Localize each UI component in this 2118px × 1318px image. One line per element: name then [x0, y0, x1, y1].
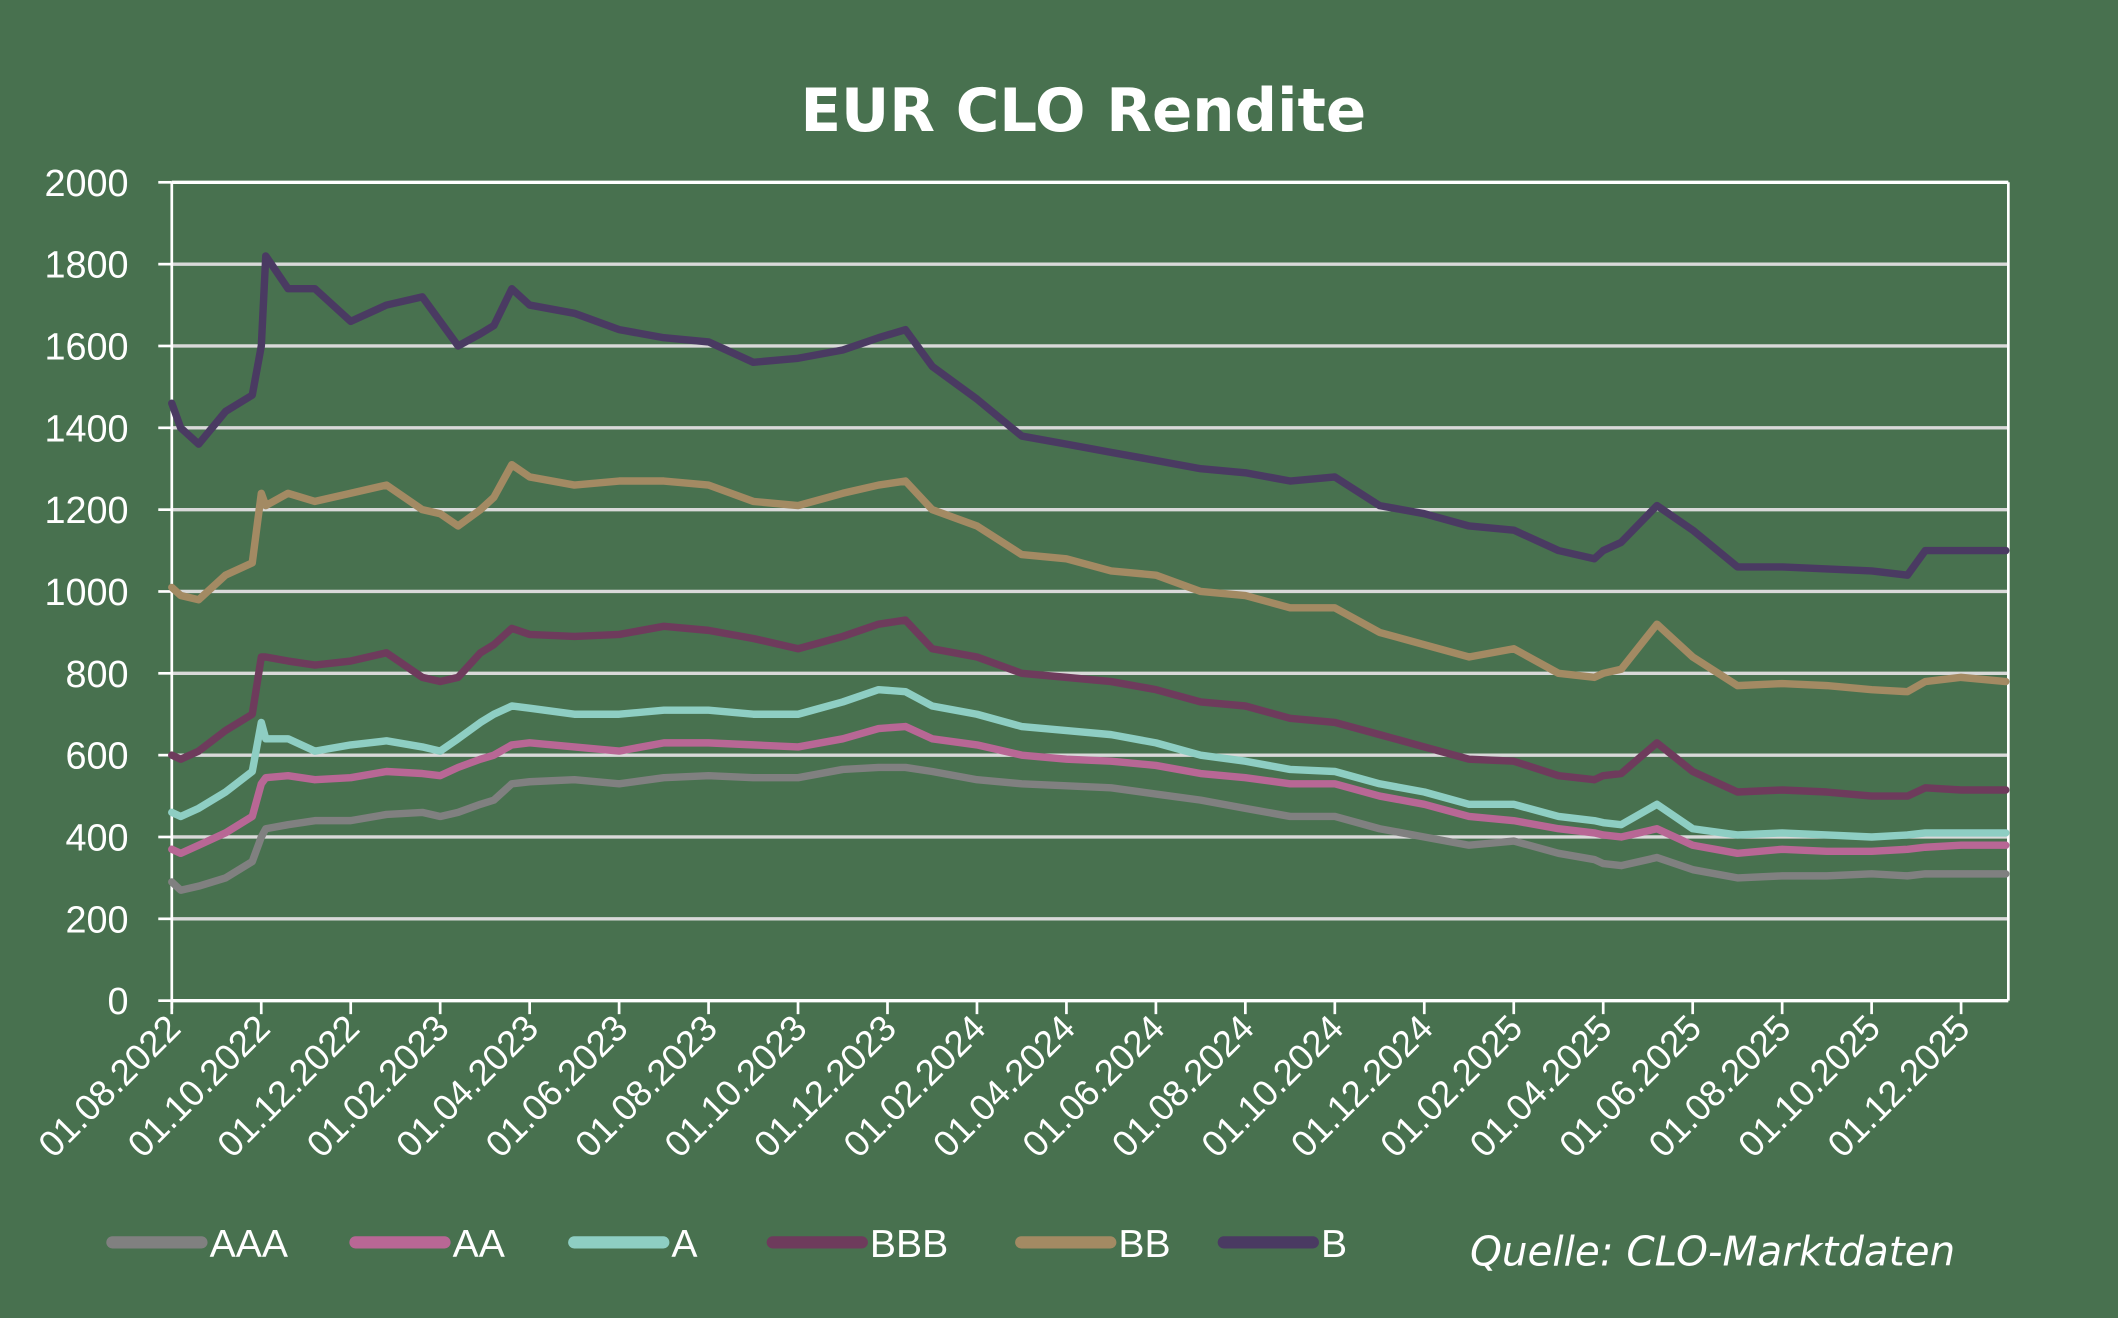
series-line-b [168, 252, 2010, 579]
series-line-a [168, 685, 2010, 841]
y-tick-label: 1600 [44, 326, 128, 368]
y-tick-label: 2000 [44, 163, 128, 205]
series-line-aaa [168, 763, 2010, 894]
legend-item-a: A [568, 1223, 698, 1266]
y-tick-label: 1000 [44, 572, 128, 614]
source-note: Quelle: CLO-Marktdaten [1470, 1227, 1955, 1275]
legend-item-aa: AA [349, 1223, 506, 1266]
legend-label: A [671, 1223, 698, 1266]
y-tick-label: 400 [66, 817, 129, 859]
legend-label: BB [1118, 1223, 1170, 1266]
series-line-aa [168, 722, 2010, 858]
chart-title: EUR CLO Rendite [800, 77, 1366, 146]
legend: AAA AA A BBB BB B [106, 1223, 1347, 1266]
legend-label: AA [453, 1223, 506, 1266]
legend-label: AAA [210, 1223, 289, 1266]
legend-label: BBB [870, 1223, 948, 1266]
legend-item-aaa: AAA [106, 1223, 289, 1266]
y-tick-label: 200 [66, 899, 129, 941]
series-line-bbb [168, 616, 2010, 800]
y-tick-label: 600 [66, 736, 129, 778]
x-axis-tick-labels: 01.08.202201.10.202201.12.202201.02.2023… [30, 1000, 1978, 1165]
y-axis-tick-labels: 0 200 400 600 800 1000 1200 1400 1600 1800 2000 [44, 163, 128, 1023]
y-tick-label: 800 [66, 654, 129, 696]
y-tick-label: 1800 [44, 245, 128, 287]
axes [170, 182, 2010, 1009]
data-series [168, 252, 2010, 894]
y-tick-label: 0 [108, 981, 129, 1023]
legend-item-b: B [1217, 1223, 1347, 1266]
legend-item-bbb: BBB [766, 1223, 948, 1266]
legend-item-bb: BB [1015, 1223, 1171, 1266]
legend-label: B [1321, 1223, 1347, 1266]
y-tick-label: 1200 [44, 490, 128, 532]
series-line-bb [168, 460, 2010, 696]
y-tick-label: 1400 [44, 408, 128, 450]
